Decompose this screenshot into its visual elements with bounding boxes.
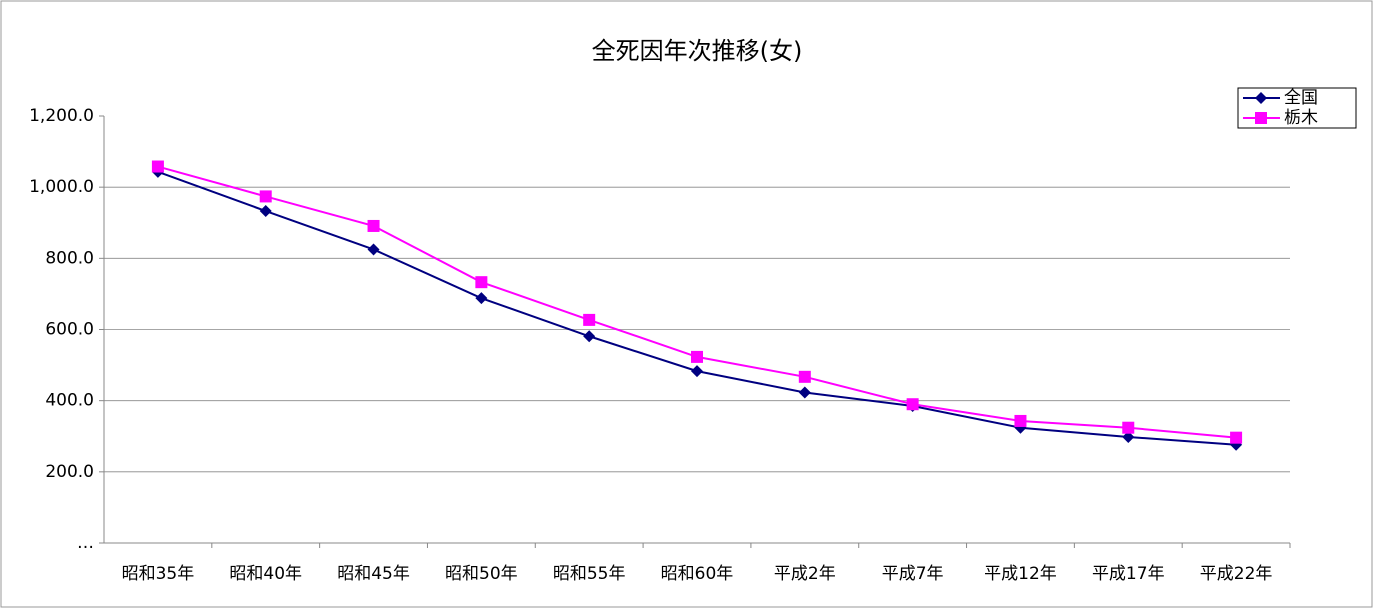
x-tick-label: 昭和50年 — [445, 564, 518, 584]
point — [691, 365, 703, 378]
point — [151, 160, 164, 173]
y-tick-label: 600.0 — [45, 320, 94, 340]
point — [798, 370, 811, 383]
point — [583, 330, 596, 343]
y-tick-label: … — [77, 533, 94, 553]
y-tick-label: 1,200.0 — [29, 106, 94, 126]
point — [1255, 112, 1267, 124]
point — [1122, 430, 1135, 443]
x-tick-label: 平成7年 — [882, 564, 944, 584]
legend-label: 栃木 — [1284, 108, 1318, 128]
point — [798, 386, 811, 399]
point — [1255, 92, 1267, 104]
y-tick-label: 200.0 — [45, 462, 94, 482]
point — [1014, 414, 1027, 427]
point — [475, 276, 488, 289]
x-tick-label: 昭和40年 — [229, 564, 302, 584]
x-tick-label: 昭和45年 — [337, 564, 410, 584]
point — [1122, 421, 1135, 434]
chart-title: 全死因年次推移(女) — [592, 37, 803, 65]
point — [583, 313, 596, 326]
x-tick-label: 平成22年 — [1200, 564, 1273, 584]
legend-label: 全国 — [1284, 88, 1318, 108]
point — [259, 205, 272, 218]
point — [1230, 431, 1243, 444]
x-tick-label: 平成12年 — [984, 564, 1057, 584]
point — [475, 292, 488, 305]
point — [259, 190, 272, 203]
x-tick-label: 平成17年 — [1092, 564, 1165, 584]
x-tick-label: 昭和55年 — [553, 564, 626, 584]
y-tick-label: 1,000.0 — [29, 177, 94, 197]
x-tick-label: 昭和60年 — [661, 564, 734, 584]
point — [367, 219, 380, 232]
point — [691, 350, 703, 363]
y-tick-label: 400.0 — [45, 391, 94, 411]
point — [367, 243, 380, 256]
x-tick-label: 平成2年 — [774, 564, 836, 584]
y-tick-label: 800.0 — [45, 248, 94, 268]
x-tick-label: 昭和35年 — [122, 564, 195, 584]
point — [906, 398, 919, 411]
